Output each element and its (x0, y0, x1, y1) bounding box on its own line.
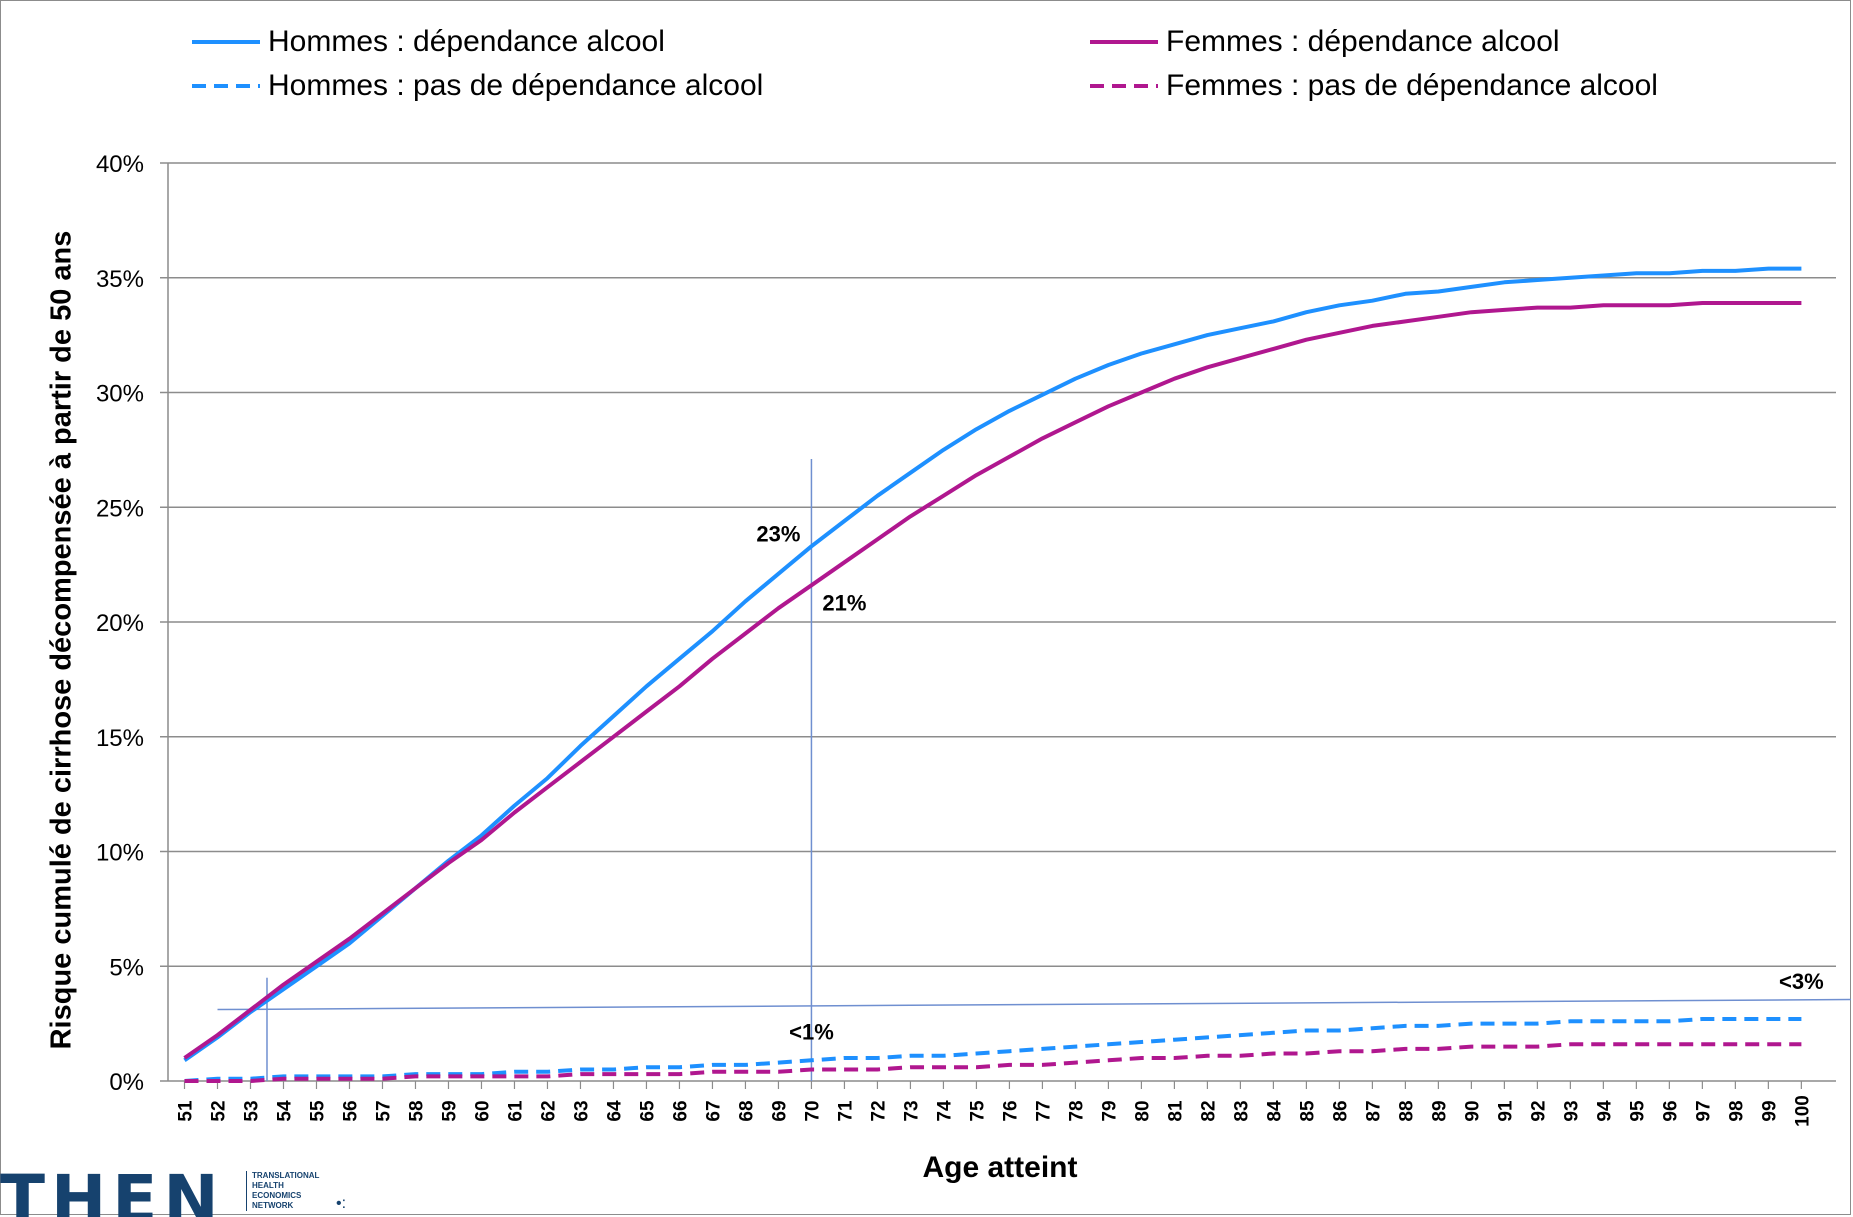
x-tick-label: 60 (472, 1100, 493, 1121)
x-tick-label: 84 (1264, 1100, 1285, 1122)
x-tick-label: 97 (1693, 1100, 1714, 1121)
series-line (183, 266, 1802, 1062)
x-tick-label: 83 (1231, 1100, 1252, 1121)
x-tick-label: 92 (1528, 1100, 1549, 1121)
x-tick-label: 87 (1363, 1100, 1384, 1121)
x-tick-label: 100 (1792, 1095, 1813, 1127)
x-tick-label: 64 (604, 1100, 625, 1122)
x-tick-label: 77 (1033, 1100, 1054, 1121)
y-tick-label: 15% (96, 725, 144, 752)
x-tick-label: 91 (1495, 1100, 1516, 1122)
y-tick-label: 30% (96, 381, 144, 408)
legend-item: Hommes : pas de dépendance alcool (190, 66, 763, 106)
x-tick-label: 62 (538, 1100, 559, 1121)
x-tick-label: 73 (901, 1100, 922, 1121)
x-tick-label: 65 (637, 1100, 658, 1122)
y-axis-title: Risque cumulé de cirrhose décompensée à … (45, 230, 78, 1050)
y-tick-label: 0% (109, 1069, 144, 1096)
logo-wordmark: THEN (0, 1165, 225, 1217)
x-tick-label: 56 (340, 1100, 361, 1121)
y-tick-label: 5% (109, 954, 144, 981)
x-tick-label: 52 (208, 1100, 229, 1121)
x-tick-label: 67 (703, 1100, 724, 1121)
x-tick-label: 58 (406, 1100, 427, 1121)
logo-subtitle: TRANSLATIONAL HEALTH ECONOMICS NETWORK (246, 1171, 319, 1211)
y-tick-label: 40% (96, 151, 144, 178)
x-tick-label: 88 (1396, 1100, 1417, 1121)
x-tick-label: 75 (967, 1100, 988, 1122)
legend-item: Hommes : dépendance alcool (190, 22, 665, 62)
x-tick-label: 74 (934, 1100, 955, 1122)
x-tick-label: 57 (373, 1100, 394, 1121)
logo-subtitle-line: ECONOMICS (252, 1191, 302, 1200)
legend-swatch (1090, 40, 1158, 44)
data-annotation: 23% (756, 522, 800, 547)
x-tick-label: 98 (1726, 1100, 1747, 1121)
legend-item: Femmes : dépendance alcool (1088, 22, 1560, 62)
x-tick-label: 55 (307, 1100, 328, 1122)
y-tick-label: 25% (96, 495, 144, 522)
data-annotation: <3% (1779, 969, 1824, 994)
x-tick-label: 59 (439, 1100, 460, 1121)
logo-dots-icon: •: (336, 1195, 347, 1212)
x-tick-label: 90 (1462, 1100, 1483, 1121)
x-tick-label: 85 (1297, 1100, 1318, 1122)
y-tick-label: 20% (96, 610, 144, 637)
x-tick-label: 72 (868, 1100, 889, 1121)
x-tick-label: 86 (1330, 1100, 1351, 1121)
data-annotation: 21% (822, 591, 866, 616)
x-tick-label: 99 (1759, 1100, 1780, 1121)
legend-swatch (192, 40, 260, 44)
reference-line-horizontal (217, 998, 1852, 1011)
x-tick-label: 96 (1660, 1100, 1681, 1121)
legend-label: Femmes : dépendance alcool (1166, 25, 1560, 58)
then-logo: THEN TRANSLATIONAL HEALTH ECONOMICS NETW… (0, 1165, 380, 1217)
series-line (184, 1042, 1802, 1083)
legend-item: Femmes : pas de dépendance alcool (1088, 66, 1658, 106)
x-tick-label: 82 (1198, 1100, 1219, 1121)
logo-subtitle-line: NETWORK (252, 1201, 294, 1210)
x-tick-label: 70 (802, 1100, 823, 1121)
x-tick-label: 63 (571, 1100, 592, 1121)
x-tick-label: 61 (505, 1100, 526, 1122)
x-tick-label: 81 (1165, 1100, 1186, 1122)
x-tick-label: 69 (769, 1100, 790, 1121)
x-tick-label: 80 (1132, 1100, 1153, 1121)
x-tick-label: 76 (1000, 1100, 1021, 1121)
data-annotation: <1% (789, 1020, 834, 1045)
x-tick-label: 79 (1099, 1100, 1120, 1121)
x-axis-title: Age atteint (922, 1151, 1078, 1184)
series-line (183, 301, 1802, 1060)
x-tick-label: 89 (1429, 1100, 1450, 1121)
series-line (184, 1017, 1802, 1083)
legend-label: Hommes : pas de dépendance alcool (268, 69, 764, 102)
y-tick-label: 10% (96, 840, 144, 867)
x-tick-label: 93 (1561, 1100, 1582, 1121)
legend-swatch (1090, 84, 1158, 88)
x-tick-label: 51 (175, 1100, 196, 1122)
legend-swatch (192, 84, 260, 88)
legend-label: Femmes : pas de dépendance alcool (1166, 69, 1658, 102)
logo-subtitle-line: TRANSLATIONAL (252, 1171, 320, 1180)
y-tick-label: 35% (96, 266, 144, 293)
legend-label: Hommes : dépendance alcool (268, 25, 665, 58)
x-tick-label: 53 (241, 1100, 262, 1121)
x-tick-label: 78 (1066, 1100, 1087, 1121)
x-tick-label: 71 (835, 1100, 856, 1122)
x-tick-label: 94 (1594, 1100, 1615, 1122)
x-tick-label: 66 (670, 1100, 691, 1121)
x-tick-label: 68 (736, 1100, 757, 1121)
x-tick-label: 54 (274, 1100, 295, 1122)
logo-subtitle-line: HEALTH (252, 1181, 284, 1190)
x-tick-label: 95 (1627, 1100, 1648, 1122)
